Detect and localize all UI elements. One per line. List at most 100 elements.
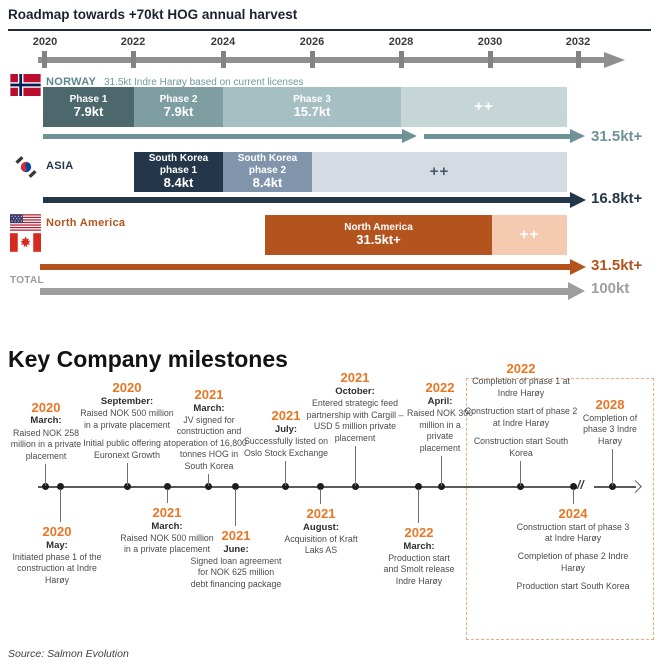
milestone-text: Completion of phase 3 Indre Harøy (582, 412, 638, 446)
milestone-year: 2021 (152, 505, 182, 520)
title-rule (8, 29, 651, 31)
source-note: Source: Salmon Evolution (8, 648, 129, 660)
connector (320, 489, 321, 504)
milestone-month: September: (100, 395, 154, 407)
timeline-dot (205, 483, 212, 490)
milestone-text: Production start and Smolt release Indre… (383, 552, 455, 586)
phase-name: Phase 1 (69, 93, 108, 105)
axis-tick (399, 51, 404, 68)
timeline-dot (42, 483, 49, 490)
south-korea-flag-icon (9, 150, 43, 184)
usa-flag-icon (10, 214, 41, 231)
milestone-year: 2024 (558, 506, 588, 521)
phase-value: 7.9kt (163, 104, 194, 120)
milestone-text: Entered strategic feed partnership with … (306, 398, 404, 443)
milestone-2020-may: 2020 May: Initiated phase 1 of the const… (10, 524, 104, 586)
connector (441, 456, 442, 486)
milestone-month: March: (151, 520, 183, 532)
asia-plus-bar: ++ (312, 152, 567, 192)
milestone-text: Completion of phase 1 at Indre Harøy (472, 376, 570, 398)
axis-tick (221, 51, 226, 68)
north-america-plus-bar: ++ (492, 215, 567, 255)
timeline-dot (352, 483, 359, 490)
phase-name: Phase 2 (159, 93, 198, 105)
norway-arrow-2 (424, 134, 570, 139)
connector (127, 463, 128, 486)
timeline-dot (282, 483, 289, 490)
connector (167, 489, 168, 503)
milestone-month: October: (335, 385, 375, 397)
canada-flag-icon (10, 233, 41, 252)
milestone-year: 2020 (31, 399, 61, 415)
milestone-2024-plan: 2024 Construction start of phase 3 at In… (514, 506, 632, 593)
connector (573, 489, 574, 504)
milestone-year: 2022 (425, 380, 455, 396)
milestone-year: 2022 (404, 525, 434, 540)
timeline-dot (609, 483, 616, 490)
connector (285, 461, 286, 486)
milestone-month: April: (427, 395, 453, 407)
axis-tick (310, 51, 315, 68)
axis-year-2020: 2020 (32, 36, 58, 48)
phase-name: South Korea (237, 153, 298, 165)
connector (612, 449, 613, 486)
connector (520, 461, 521, 486)
norway-plus-bar: ++ (401, 87, 567, 127)
milestone-year: 2022 (506, 360, 536, 376)
axis-tick (488, 51, 493, 68)
north-america-row-label: North America (46, 217, 126, 229)
timeline-dot (57, 483, 64, 490)
total-arrow (40, 288, 568, 295)
milestone-text: Construction start of phase 2 at Indre H… (464, 406, 578, 428)
future-milestones-box (466, 378, 654, 640)
axis-year-2022: 2022 (120, 36, 146, 48)
phase-value: 31.5kt+ (356, 232, 401, 248)
asia-arrow-head (570, 192, 586, 208)
milestone-text: Acquisition of Kraft Laks AS (284, 533, 358, 556)
connector (45, 464, 46, 486)
milestone-2022-march: 2022 March: Production start and Smolt r… (383, 525, 455, 587)
norway-arrow-1 (43, 134, 402, 139)
timeline-dot (232, 483, 239, 490)
phase-value: 15.7kt (293, 104, 331, 120)
phase-value: 8.4kt (163, 175, 194, 191)
milestone-text: Initiated phase 1 of the construction at… (12, 551, 102, 585)
plus-label: ++ (429, 163, 450, 181)
timeline-axis-arrowhead (604, 52, 625, 68)
phase-name: Phase 3 (293, 93, 331, 105)
north-america-arrow-label: 31.5kt+ (591, 257, 643, 274)
milestone-text: Production start South Korea (516, 581, 630, 592)
timeline-dot (570, 483, 577, 490)
timeline-dot (317, 483, 324, 490)
asia-row-label: ASIA (46, 160, 74, 172)
plus-label: ++ (474, 98, 494, 116)
north-america-arrow-head (570, 259, 586, 275)
phase-name: North America (344, 221, 413, 233)
milestone-month: March: (30, 415, 62, 427)
norway-arrow-1-head (402, 129, 417, 143)
milestone-year: 2021 (271, 408, 301, 424)
total-arrow-label: 100kt (591, 280, 630, 297)
axis-tick (131, 51, 136, 68)
norway-phase3-bar: Phase 3 15.7kt (223, 87, 401, 127)
milestone-text: Raised NOK 500 million in a private plac… (80, 408, 174, 430)
norway-phase1-bar: Phase 1 7.9kt (43, 87, 134, 127)
axis-year-2026: 2026 (299, 36, 325, 48)
connector (208, 474, 209, 486)
milestone-2022-april: 2022 April: Raised NOK 300 million in a … (406, 380, 474, 454)
asia-phase1-bar: South Korea phase 1 8.4kt (134, 152, 223, 192)
milestone-month: June: (223, 543, 249, 555)
axis-tick (42, 51, 47, 68)
milestone-2020-march: 2020 March: Raised NOK 258 million in a … (0, 400, 92, 462)
norway-row-subtitle: 31.5kt Indre Harøy based on current lice… (104, 77, 304, 88)
milestone-text: Raised NOK 500 million in a private plac… (120, 532, 214, 555)
timeline-dot (124, 483, 131, 490)
milestone-2021-july: 2021 July: Successfully listed on Oslo S… (243, 408, 329, 459)
asia-phase2-bar: South Korea phase 2 8.4kt (223, 152, 312, 192)
milestone-2021-august: 2021 August: Acquisition of Kraft Laks A… (278, 506, 364, 557)
milestone-text: Construction start South Korea (473, 436, 569, 458)
milestone-text: JV signed for construction and operation… (171, 414, 247, 471)
milestone-2021-october: 2021 October: Entered strategic feed par… (301, 370, 409, 444)
north-america-arrow (40, 264, 570, 270)
timeline-dot (415, 483, 422, 490)
